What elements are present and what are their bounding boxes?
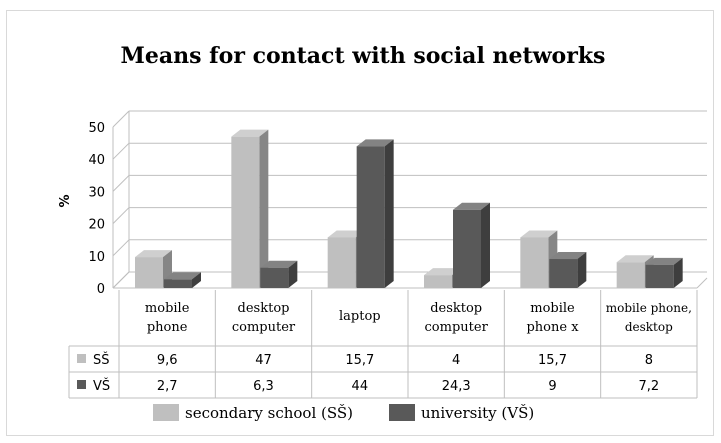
bar-vs	[260, 260, 298, 288]
bar-vs	[164, 272, 201, 288]
bar-top	[453, 202, 490, 210]
bar-top	[424, 268, 461, 276]
data-label: 4	[452, 353, 460, 368]
x-tick-label: phone x	[526, 320, 579, 335]
gridline-diag	[112, 239, 130, 257]
gridline-diag	[112, 142, 130, 160]
bar-top	[231, 129, 269, 137]
data-label: 15,7	[345, 353, 374, 368]
data-label: 47	[255, 353, 272, 368]
x-tick-label: mobile	[530, 301, 575, 316]
y-tick-label: 40	[88, 153, 105, 168]
y-tick-label: 50	[88, 121, 105, 136]
bar-front	[453, 209, 481, 288]
data-label: 44	[352, 379, 369, 394]
bar-side	[577, 252, 587, 288]
bar-front	[327, 237, 356, 288]
y-tick-label: 10	[88, 250, 105, 265]
bar-side	[192, 272, 201, 288]
legend: secondary school (SŠ) university (VŠ)	[153, 404, 534, 422]
y-axis-label: %	[58, 194, 73, 207]
x-tick-label: laptop	[339, 309, 381, 324]
bar-front	[645, 264, 674, 288]
bar-front	[164, 279, 192, 288]
data-label: 6,3	[253, 379, 274, 394]
bar-front	[520, 237, 549, 288]
bar-side	[384, 139, 394, 288]
data-label: 24,3	[442, 379, 471, 394]
bar-top	[327, 230, 365, 238]
bar-side	[288, 260, 298, 288]
data-label: 8	[645, 353, 653, 368]
bar-top	[356, 139, 394, 147]
y-tick-label: 30	[88, 185, 105, 200]
bar-front	[260, 267, 289, 288]
bar-top	[549, 252, 587, 260]
x-tick-label: desktop	[430, 301, 482, 316]
bar-side	[259, 129, 269, 288]
legend-swatch	[153, 404, 179, 421]
legend-swatch	[389, 404, 415, 421]
gridline-diag	[112, 271, 130, 289]
bar-ss	[231, 129, 269, 288]
y-tick-label: 20	[88, 218, 105, 233]
x-tick-label: desktop	[238, 301, 290, 316]
bar-vs	[645, 257, 683, 288]
data-label: 15,7	[538, 353, 567, 368]
gridline-diag	[112, 207, 130, 224]
chart: Means for contact with social networks %…	[58, 43, 708, 422]
bar-vs	[549, 252, 587, 288]
bar-side	[673, 257, 683, 288]
table-legend-key	[77, 380, 86, 389]
bar-top	[164, 272, 201, 280]
x-tick-label: phone	[147, 320, 188, 335]
floor-right-edge	[696, 277, 708, 289]
x-tick-label: desktop	[625, 320, 673, 334]
bar-front	[231, 136, 260, 288]
bar-front	[424, 275, 452, 288]
bar-vs	[453, 202, 490, 288]
gridline-diag	[112, 110, 130, 128]
data-label: 2,7	[157, 379, 178, 394]
grid: 0 10 20 30 40 50	[88, 110, 708, 297]
bar-top	[645, 257, 683, 265]
bar-front	[356, 146, 385, 288]
y-tick-label: 0	[97, 282, 105, 297]
data-label: 7,2	[638, 379, 659, 394]
data-label: 9,6	[157, 353, 178, 368]
chart-title: Means for contact with social networks	[121, 43, 606, 69]
data-table: mobile phone desktop computer laptop desktop c…	[68, 290, 698, 399]
data-label: 9	[548, 379, 556, 394]
x-tick-label: mobile	[145, 301, 190, 316]
bars	[135, 129, 683, 288]
chart-frame: Means for contact with social networks %…	[6, 10, 714, 436]
bar-top	[520, 230, 558, 238]
bar-top	[616, 255, 654, 263]
gridline-diag	[112, 175, 130, 192]
bar-front	[549, 259, 578, 288]
bar-top	[260, 260, 298, 268]
legend-label: secondary school (SŠ)	[185, 404, 353, 422]
table-legend-key	[77, 354, 86, 363]
bar-ss	[520, 230, 558, 288]
bar-top	[135, 250, 172, 258]
x-tick-label: computer	[425, 320, 489, 335]
table-row-label: SŠ	[93, 352, 110, 368]
legend-label: university (VŠ)	[421, 404, 534, 422]
bar-vs	[356, 139, 394, 288]
table-row-label: VŠ	[93, 378, 110, 394]
x-tick-label: computer	[232, 320, 296, 335]
bar-front	[616, 262, 645, 288]
bar-side	[481, 202, 490, 288]
bar-front	[135, 257, 163, 288]
x-tick-label: mobile phone,	[606, 301, 692, 315]
